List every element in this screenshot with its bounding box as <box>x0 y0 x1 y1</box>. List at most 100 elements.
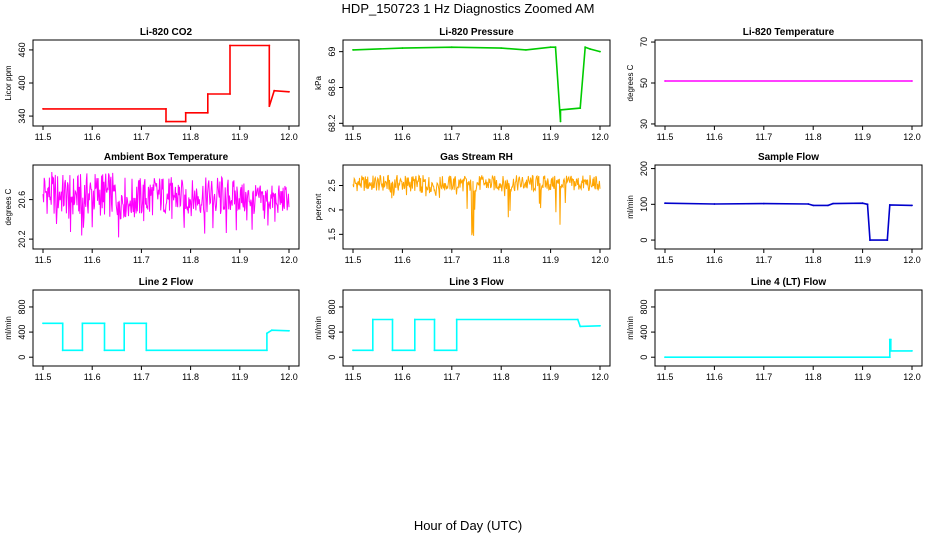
x-axis-label: Hour of Day (UTC) <box>413 518 523 533</box>
data-point <box>61 322 64 325</box>
data-point <box>888 204 891 206</box>
data-point <box>888 356 891 359</box>
data-point <box>42 322 44 325</box>
data-point <box>371 318 374 321</box>
x-tick-label: 11.7 <box>755 372 772 382</box>
chart-panel: Li-820 Temperature degrees C 11.5 11.6 11.7 1… <box>626 27 923 142</box>
x-tick-label: 11.9 <box>854 255 871 265</box>
data-point <box>268 105 271 108</box>
data-point <box>664 356 666 359</box>
data-point <box>145 322 148 325</box>
x-tick-label: 11.8 <box>493 255 510 265</box>
x-tick-label: 11.5 <box>657 255 674 265</box>
data-point <box>165 108 167 110</box>
x-tick-label: 11.9 <box>231 372 248 382</box>
y-axis-label: ml/min <box>4 316 13 340</box>
data-point <box>889 350 892 352</box>
data-point <box>413 349 416 352</box>
x-tick-label: 11.6 <box>706 132 723 142</box>
y-tick-label: 800 <box>17 299 27 314</box>
data-point <box>103 349 106 352</box>
data-point <box>584 46 587 49</box>
x-tick-label: 12.0 <box>280 132 298 142</box>
chart-panel: Line 2 Flow ml/min 11.5 11.6 11.7 11.8 11.9 12.… <box>4 277 300 382</box>
x-tick-label: 11.6 <box>394 372 411 382</box>
data-point <box>61 349 64 352</box>
data-point <box>268 44 271 47</box>
chart-title: Line 2 Flow <box>139 277 194 288</box>
x-tick-label: 11.5 <box>657 372 674 382</box>
x-tick-label: 11.8 <box>805 372 822 382</box>
x-tick-label: 11.6 <box>84 372 101 382</box>
y-tick-label: 69 <box>327 47 337 57</box>
data-point <box>288 90 290 93</box>
data-point <box>184 120 187 123</box>
x-tick-label: 11.9 <box>542 255 559 265</box>
data-point <box>832 202 834 205</box>
series-line <box>664 202 913 241</box>
data-point <box>391 318 394 321</box>
x-tick-label: 11.7 <box>755 255 772 265</box>
data-point <box>579 107 582 109</box>
data-point <box>270 329 273 332</box>
data-point <box>911 80 913 82</box>
data-point <box>391 349 394 352</box>
x-tick-label: 11.7 <box>443 255 460 265</box>
data-point <box>450 46 453 49</box>
data-point <box>103 322 106 325</box>
chart-title: Li-820 Temperature <box>743 27 835 38</box>
data-point <box>554 46 557 49</box>
x-tick-label: 12.0 <box>280 255 298 265</box>
data-point <box>401 47 404 49</box>
plot-frame <box>32 164 300 250</box>
data-point <box>184 111 187 114</box>
chart-title: Li-820 CO2 <box>140 27 193 38</box>
x-tick-label: 11.5 <box>345 372 362 382</box>
series-line <box>42 171 290 238</box>
data-point <box>559 120 562 123</box>
data-point <box>455 349 458 352</box>
x-tick-label: 11.6 <box>84 255 101 265</box>
y-tick-label: 400 <box>17 325 27 340</box>
data-point <box>827 204 829 207</box>
data-point <box>145 349 148 352</box>
x-tick-label: 11.8 <box>805 132 822 142</box>
data-point <box>664 80 666 82</box>
y-tick-label: 200 <box>639 161 649 176</box>
data-point <box>206 111 209 114</box>
x-tick-label: 11.5 <box>657 132 674 142</box>
data-point <box>713 203 716 205</box>
y-tick-label: 400 <box>17 75 27 90</box>
plot-frame <box>654 164 923 250</box>
chart-title: Gas Stream RH <box>440 152 513 163</box>
data-point <box>266 349 268 352</box>
plot-frame <box>32 289 300 367</box>
data-point <box>762 202 765 205</box>
plot-frame <box>342 164 611 250</box>
x-tick-label: 11.9 <box>542 132 559 142</box>
data-point <box>433 318 436 321</box>
chart-panel: Li-820 Pressure kPa 11.5 11.6 11.7 11.8 11.9 12… <box>314 27 611 142</box>
x-tick-label: 11.8 <box>493 132 510 142</box>
data-point <box>352 49 354 51</box>
data-point <box>413 318 416 321</box>
x-tick-label: 11.8 <box>182 255 199 265</box>
series-line <box>43 44 290 123</box>
data-point <box>911 350 913 352</box>
x-tick-label: 11.8 <box>182 132 199 142</box>
x-tick-label: 11.5 <box>345 255 362 265</box>
y-tick-label: 20.6 <box>17 191 27 209</box>
data-point <box>559 109 562 111</box>
series-line <box>352 46 601 122</box>
chart-panel: Li-820 CO2 Licor ppm 11.5 11.6 11.7 11.8 11.9 1… <box>4 27 300 142</box>
chart-panel: Ambient Box Temperature degrees C 11.5 11.6… <box>4 152 300 265</box>
x-tick-label: 11.9 <box>854 132 871 142</box>
data-point <box>206 93 209 95</box>
x-tick-label: 12.0 <box>591 132 609 142</box>
data-point <box>807 203 810 205</box>
y-tick-label: 0 <box>17 355 27 360</box>
x-tick-label: 11.7 <box>755 132 772 142</box>
data-point <box>273 89 276 92</box>
x-tick-label: 11.7 <box>443 372 460 382</box>
page-title: HDP_150723 1 Hz Diagnostics Zoomed AM <box>341 1 595 16</box>
